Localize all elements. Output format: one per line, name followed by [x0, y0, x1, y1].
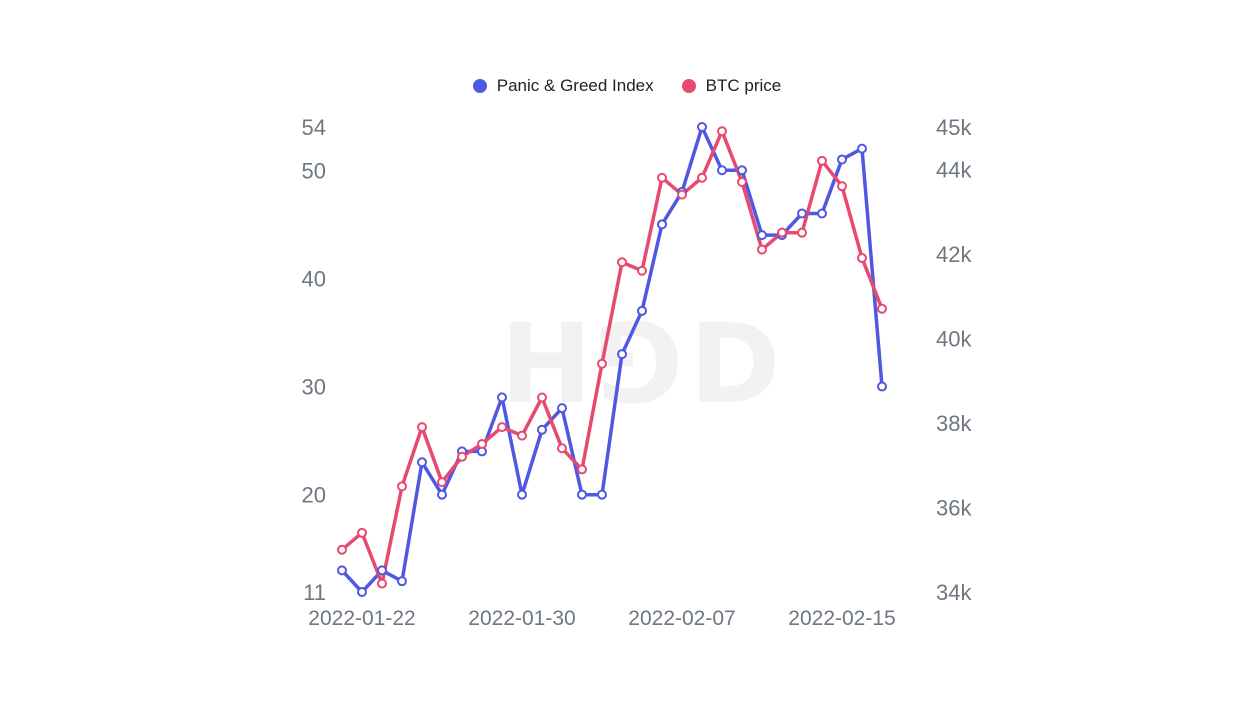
data-point-btc-price	[477, 439, 487, 450]
data-point-btc-price	[617, 257, 627, 268]
data-point-panic-greed	[397, 576, 407, 587]
y-left-tick-label: 30	[302, 375, 326, 400]
data-point-panic-greed	[577, 489, 587, 500]
data-point-panic-greed	[717, 165, 727, 176]
data-point-btc-price	[357, 527, 367, 538]
legend-item-panic-greed[interactable]: Panic & Greed Index	[472, 76, 654, 96]
data-point-btc-price	[517, 430, 527, 441]
data-point-btc-price	[837, 181, 847, 192]
data-point-panic-greed	[857, 143, 867, 154]
legend-dot-btc-price	[681, 79, 696, 93]
data-point-btc-price	[597, 358, 607, 369]
data-point-panic-greed	[817, 208, 827, 219]
data-point-panic-greed	[557, 403, 567, 414]
y-right-tick-label: 36k	[936, 495, 972, 520]
data-point-panic-greed	[417, 457, 427, 468]
data-point-panic-greed	[497, 392, 507, 403]
x-tick-label: 2022-02-15	[788, 607, 895, 630]
data-point-btc-price	[557, 443, 567, 454]
data-point-btc-price	[337, 544, 347, 555]
x-tick-label: 2022-01-22	[308, 607, 415, 630]
data-point-btc-price	[817, 155, 827, 166]
x-tick-label: 2022-01-30	[468, 607, 575, 630]
data-point-panic-greed	[697, 122, 707, 132]
y-right-tick-label: 44k	[936, 157, 972, 182]
data-point-btc-price	[377, 578, 387, 589]
y-right-tick-label: 34k	[936, 580, 972, 605]
data-point-panic-greed	[337, 565, 347, 576]
data-point-btc-price	[577, 464, 587, 475]
y-left-tick-label: 54	[302, 115, 326, 140]
data-point-panic-greed	[797, 208, 807, 219]
data-point-panic-greed	[357, 587, 367, 597]
data-point-panic-greed	[877, 381, 887, 392]
y-left-tick-label: 40	[302, 266, 326, 291]
data-point-panic-greed	[597, 489, 607, 500]
data-point-btc-price	[737, 176, 747, 187]
data-point-btc-price	[677, 189, 687, 200]
data-point-btc-price	[877, 303, 887, 314]
data-point-panic-greed	[737, 165, 747, 176]
y-right-tick-label: 45k	[936, 115, 972, 140]
legend-label-btc-price: BTC price	[705, 76, 782, 95]
data-point-btc-price	[457, 451, 467, 462]
y-left-tick-label: 50	[302, 158, 326, 183]
data-point-panic-greed	[517, 489, 527, 500]
series-line-panic-greed	[340, 125, 884, 594]
x-tick-label: 2022-02-07	[628, 607, 735, 630]
data-point-btc-price	[657, 172, 667, 183]
data-point-panic-greed	[377, 565, 387, 576]
series-line-btc-price	[340, 129, 884, 586]
data-point-btc-price	[777, 227, 787, 238]
data-point-panic-greed	[617, 349, 627, 360]
data-point-btc-price	[417, 422, 427, 433]
data-point-panic-greed	[637, 305, 647, 316]
data-point-panic-greed	[437, 489, 447, 500]
data-point-btc-price	[537, 392, 547, 403]
legend-item-btc-price[interactable]: BTC price	[681, 76, 782, 96]
data-point-panic-greed	[757, 230, 767, 241]
chart-legend: Panic & Greed Index BTC price	[0, 76, 1254, 96]
data-point-btc-price	[397, 481, 407, 492]
y-right-tick-label: 40k	[936, 326, 972, 351]
y-left-tick-label: 11	[303, 580, 326, 605]
data-point-btc-price	[757, 244, 767, 255]
data-point-btc-price	[797, 227, 807, 238]
data-point-panic-greed	[657, 219, 667, 230]
y-left-tick-label: 20	[302, 483, 326, 508]
data-point-btc-price	[857, 253, 867, 264]
data-point-panic-greed	[837, 154, 847, 165]
data-point-btc-price	[497, 422, 507, 433]
data-point-btc-price	[717, 126, 727, 137]
y-right-tick-label: 38k	[936, 411, 972, 436]
data-point-btc-price	[437, 477, 447, 488]
data-point-panic-greed	[537, 424, 547, 435]
data-point-btc-price	[697, 172, 707, 183]
y-right-tick-label: 42k	[936, 242, 972, 267]
legend-dot-panic-greed	[472, 79, 487, 93]
data-point-btc-price	[637, 265, 647, 276]
legend-label-panic-greed: Panic & Greed Index	[496, 76, 654, 95]
